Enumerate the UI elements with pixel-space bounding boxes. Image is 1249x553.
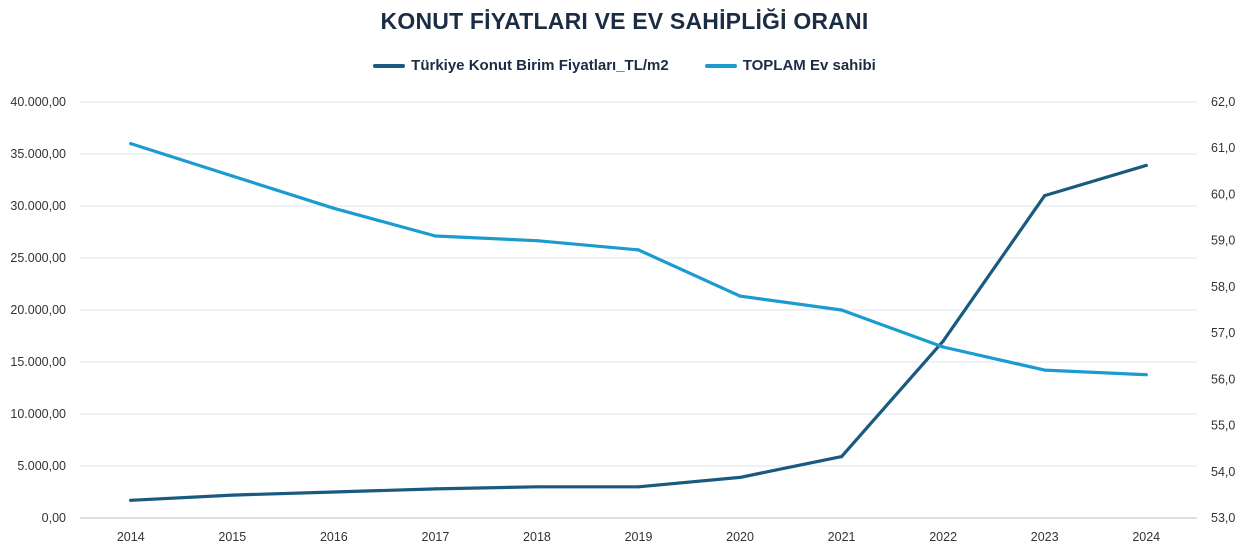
- data-point-ownership: [738, 294, 742, 298]
- y-left-tick-label: 0,00: [42, 511, 66, 525]
- legend-item-ownership: TOPLAM Ev sahibi: [704, 57, 876, 74]
- data-point-ownership: [332, 206, 336, 210]
- y-left-tick-label: 40.000,00: [10, 95, 66, 109]
- data-point-ownership: [535, 239, 539, 243]
- data-point-price: [636, 485, 641, 489]
- data-point-price: [941, 339, 945, 343]
- data-point-price: [230, 493, 234, 497]
- series-line-price: [129, 163, 1148, 502]
- legend-swatch-ownership: [704, 63, 737, 68]
- data-point-price: [433, 487, 438, 491]
- y-left-tick-label: 10.000,00: [10, 407, 66, 421]
- data-point-ownership: [941, 345, 945, 349]
- y-left-tick-label: 25.000,00: [10, 251, 66, 265]
- data-point-ownership: [1043, 368, 1047, 372]
- x-tick-label: 2021: [828, 530, 856, 544]
- data-point-price: [738, 475, 742, 480]
- legend: Türkiye Konut Birim Fiyatları_TL/m2 TOPL…: [0, 57, 1249, 74]
- data-point-ownership: [1144, 373, 1148, 377]
- data-point-price: [129, 498, 133, 502]
- legend-item-price: Türkiye Konut Birim Fiyatları_TL/m2: [373, 57, 669, 74]
- y-right-tick-label: 53,0: [1211, 511, 1235, 525]
- y-left-tick-label: 20.000,00: [10, 303, 66, 317]
- y-left-tick-label: 5.000,00: [17, 459, 66, 473]
- data-point-price: [535, 485, 539, 489]
- data-point-price: [1043, 194, 1047, 198]
- y-right-tick-label: 58,0: [1211, 280, 1235, 294]
- x-tick-label: 2023: [1031, 530, 1059, 544]
- data-point-price: [332, 490, 336, 494]
- x-tick-label: 2022: [929, 530, 957, 544]
- data-point-price: [839, 455, 844, 459]
- data-point-ownership: [230, 174, 234, 178]
- chart-title: KONUT FİYATLARI VE EV SAHİPLİĞİ ORANI: [380, 8, 869, 34]
- x-tick-label: 2018: [523, 530, 551, 544]
- x-tick-label: 2019: [625, 530, 653, 544]
- x-tick-label: 2020: [726, 530, 754, 544]
- y-left-tick-label: 35.000,00: [10, 147, 66, 161]
- y-right-tick-label: 54,0: [1211, 465, 1235, 479]
- y-right-tick-label: 56,0: [1211, 372, 1235, 386]
- x-tick-label: 2024: [1132, 530, 1160, 544]
- series-line-ownership: [129, 142, 1148, 377]
- legend-label-ownership: TOPLAM Ev sahibi: [742, 57, 876, 74]
- x-tick-label: 2014: [117, 530, 145, 544]
- x-tick-label: 2015: [218, 530, 246, 544]
- legend-label-price: Türkiye Konut Birim Fiyatları_TL/m2: [411, 57, 669, 74]
- y-right-tick-label: 61,0: [1211, 141, 1235, 155]
- x-tick-label: 2017: [422, 530, 450, 544]
- data-point-ownership: [433, 234, 438, 238]
- data-point-price: [1144, 163, 1148, 168]
- x-tick-label: 2016: [320, 530, 348, 544]
- y-right-tick-label: 55,0: [1211, 419, 1235, 433]
- data-point-ownership: [636, 248, 641, 252]
- y-right-tick-label: 62,0: [1211, 95, 1235, 109]
- data-point-ownership: [129, 142, 133, 146]
- legend-swatch-price: [373, 63, 406, 68]
- y-left-tick-label: 30.000,00: [10, 199, 66, 213]
- y-right-tick-label: 57,0: [1211, 326, 1235, 340]
- data-point-ownership: [839, 308, 844, 312]
- y-right-tick-label: 59,0: [1211, 234, 1235, 248]
- y-right-tick-label: 60,0: [1211, 187, 1235, 201]
- y-left-tick-label: 15.000,00: [10, 355, 66, 369]
